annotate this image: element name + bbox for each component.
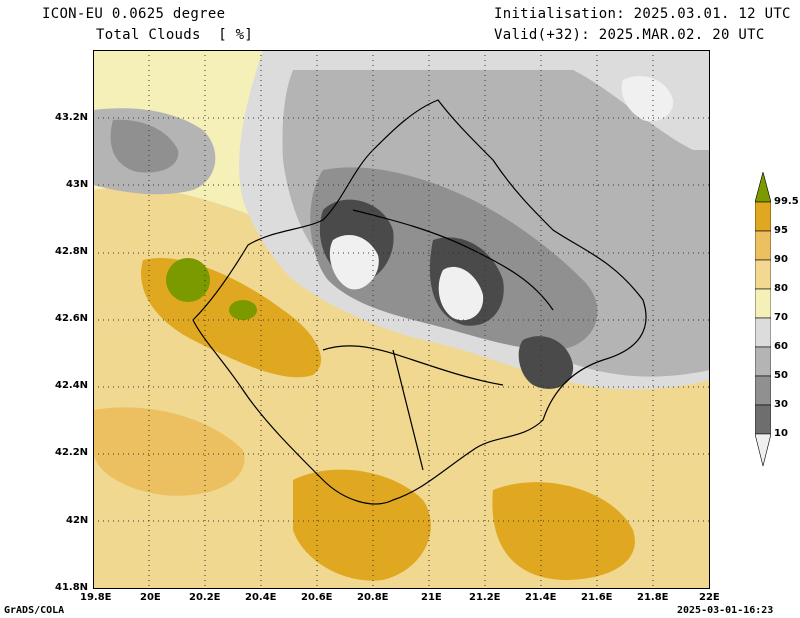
lon-label: 20.8E xyxy=(357,592,389,603)
lon-label: 20.2E xyxy=(189,592,221,603)
map-frame xyxy=(93,50,710,589)
colorbar-segment xyxy=(755,259,771,290)
colorbar-label: 10 xyxy=(774,428,788,439)
cloud-area-30c xyxy=(518,336,574,389)
init-time: Initialisation: 2025.03.01. 12 UTC xyxy=(494,6,791,22)
lon-label: 22E xyxy=(699,592,720,603)
lat-label: 42.4N xyxy=(55,380,89,391)
colorbar-label: 50 xyxy=(774,370,788,381)
cloud-cover-map xyxy=(93,50,710,589)
timestamp-label: 2025-03-01-16:23 xyxy=(677,605,774,616)
colorbar-segment xyxy=(755,317,771,348)
lon-label: 20E xyxy=(140,592,161,603)
field-title: Total Clouds [ %] xyxy=(96,27,254,43)
cloud-max-1 xyxy=(166,258,210,302)
colorbar-segment xyxy=(755,375,771,406)
lat-label: 42.8N xyxy=(55,246,89,257)
lon-label: 21.8E xyxy=(637,592,669,603)
cloud-max-2 xyxy=(229,300,257,320)
lon-label: 21.6E xyxy=(581,592,613,603)
lon-label: 19.8E xyxy=(80,592,112,603)
cloud-area-nw2 xyxy=(110,119,179,173)
colorbar-segment xyxy=(755,230,771,261)
lat-label: 42N xyxy=(66,515,89,526)
colorbar-top-arrow xyxy=(755,172,771,203)
colorbar-label: 99.5 xyxy=(774,196,799,207)
lon-label: 21.4E xyxy=(525,592,557,603)
cloud-area-95s xyxy=(293,469,431,581)
lon-label: 21E xyxy=(421,592,442,603)
colorbar-label: 95 xyxy=(774,225,788,236)
lat-label: 43N xyxy=(66,179,89,190)
colorbar-segment xyxy=(755,201,771,232)
colorbar-segment xyxy=(755,404,771,435)
lat-label: 43.2N xyxy=(55,112,89,123)
colorbar-label: 30 xyxy=(774,399,788,410)
colorbar-segment xyxy=(755,346,771,377)
cloud-area-90s xyxy=(93,407,245,496)
clear-hole-1 xyxy=(329,235,379,290)
country-borders xyxy=(192,99,647,505)
clear-hole-2 xyxy=(438,266,484,321)
lon-label: 20.4E xyxy=(245,592,277,603)
colorbar-label: 80 xyxy=(774,283,788,294)
colorbar xyxy=(755,172,771,467)
colorbar-label: 90 xyxy=(774,254,788,265)
colorbar-segment xyxy=(755,288,771,319)
colorbar-label: 60 xyxy=(774,341,788,352)
clear-hole-3 xyxy=(621,76,674,122)
lat-label: 41.8N xyxy=(55,582,89,593)
lon-label: 20.6E xyxy=(301,592,333,603)
model-title: ICON-EU 0.0625 degree xyxy=(42,6,226,22)
lat-label: 42.2N xyxy=(55,447,89,458)
cloud-area-95se xyxy=(492,482,635,580)
lon-label: 21.2E xyxy=(469,592,501,603)
credit-label: GrADS/COLA xyxy=(4,605,65,616)
valid-time: Valid(+32): 2025.MAR.02. 20 UTC xyxy=(494,27,765,43)
colorbar-label: 70 xyxy=(774,312,788,323)
colorbar-bottom-arrow xyxy=(755,433,771,467)
lat-label: 42.6N xyxy=(55,313,89,324)
